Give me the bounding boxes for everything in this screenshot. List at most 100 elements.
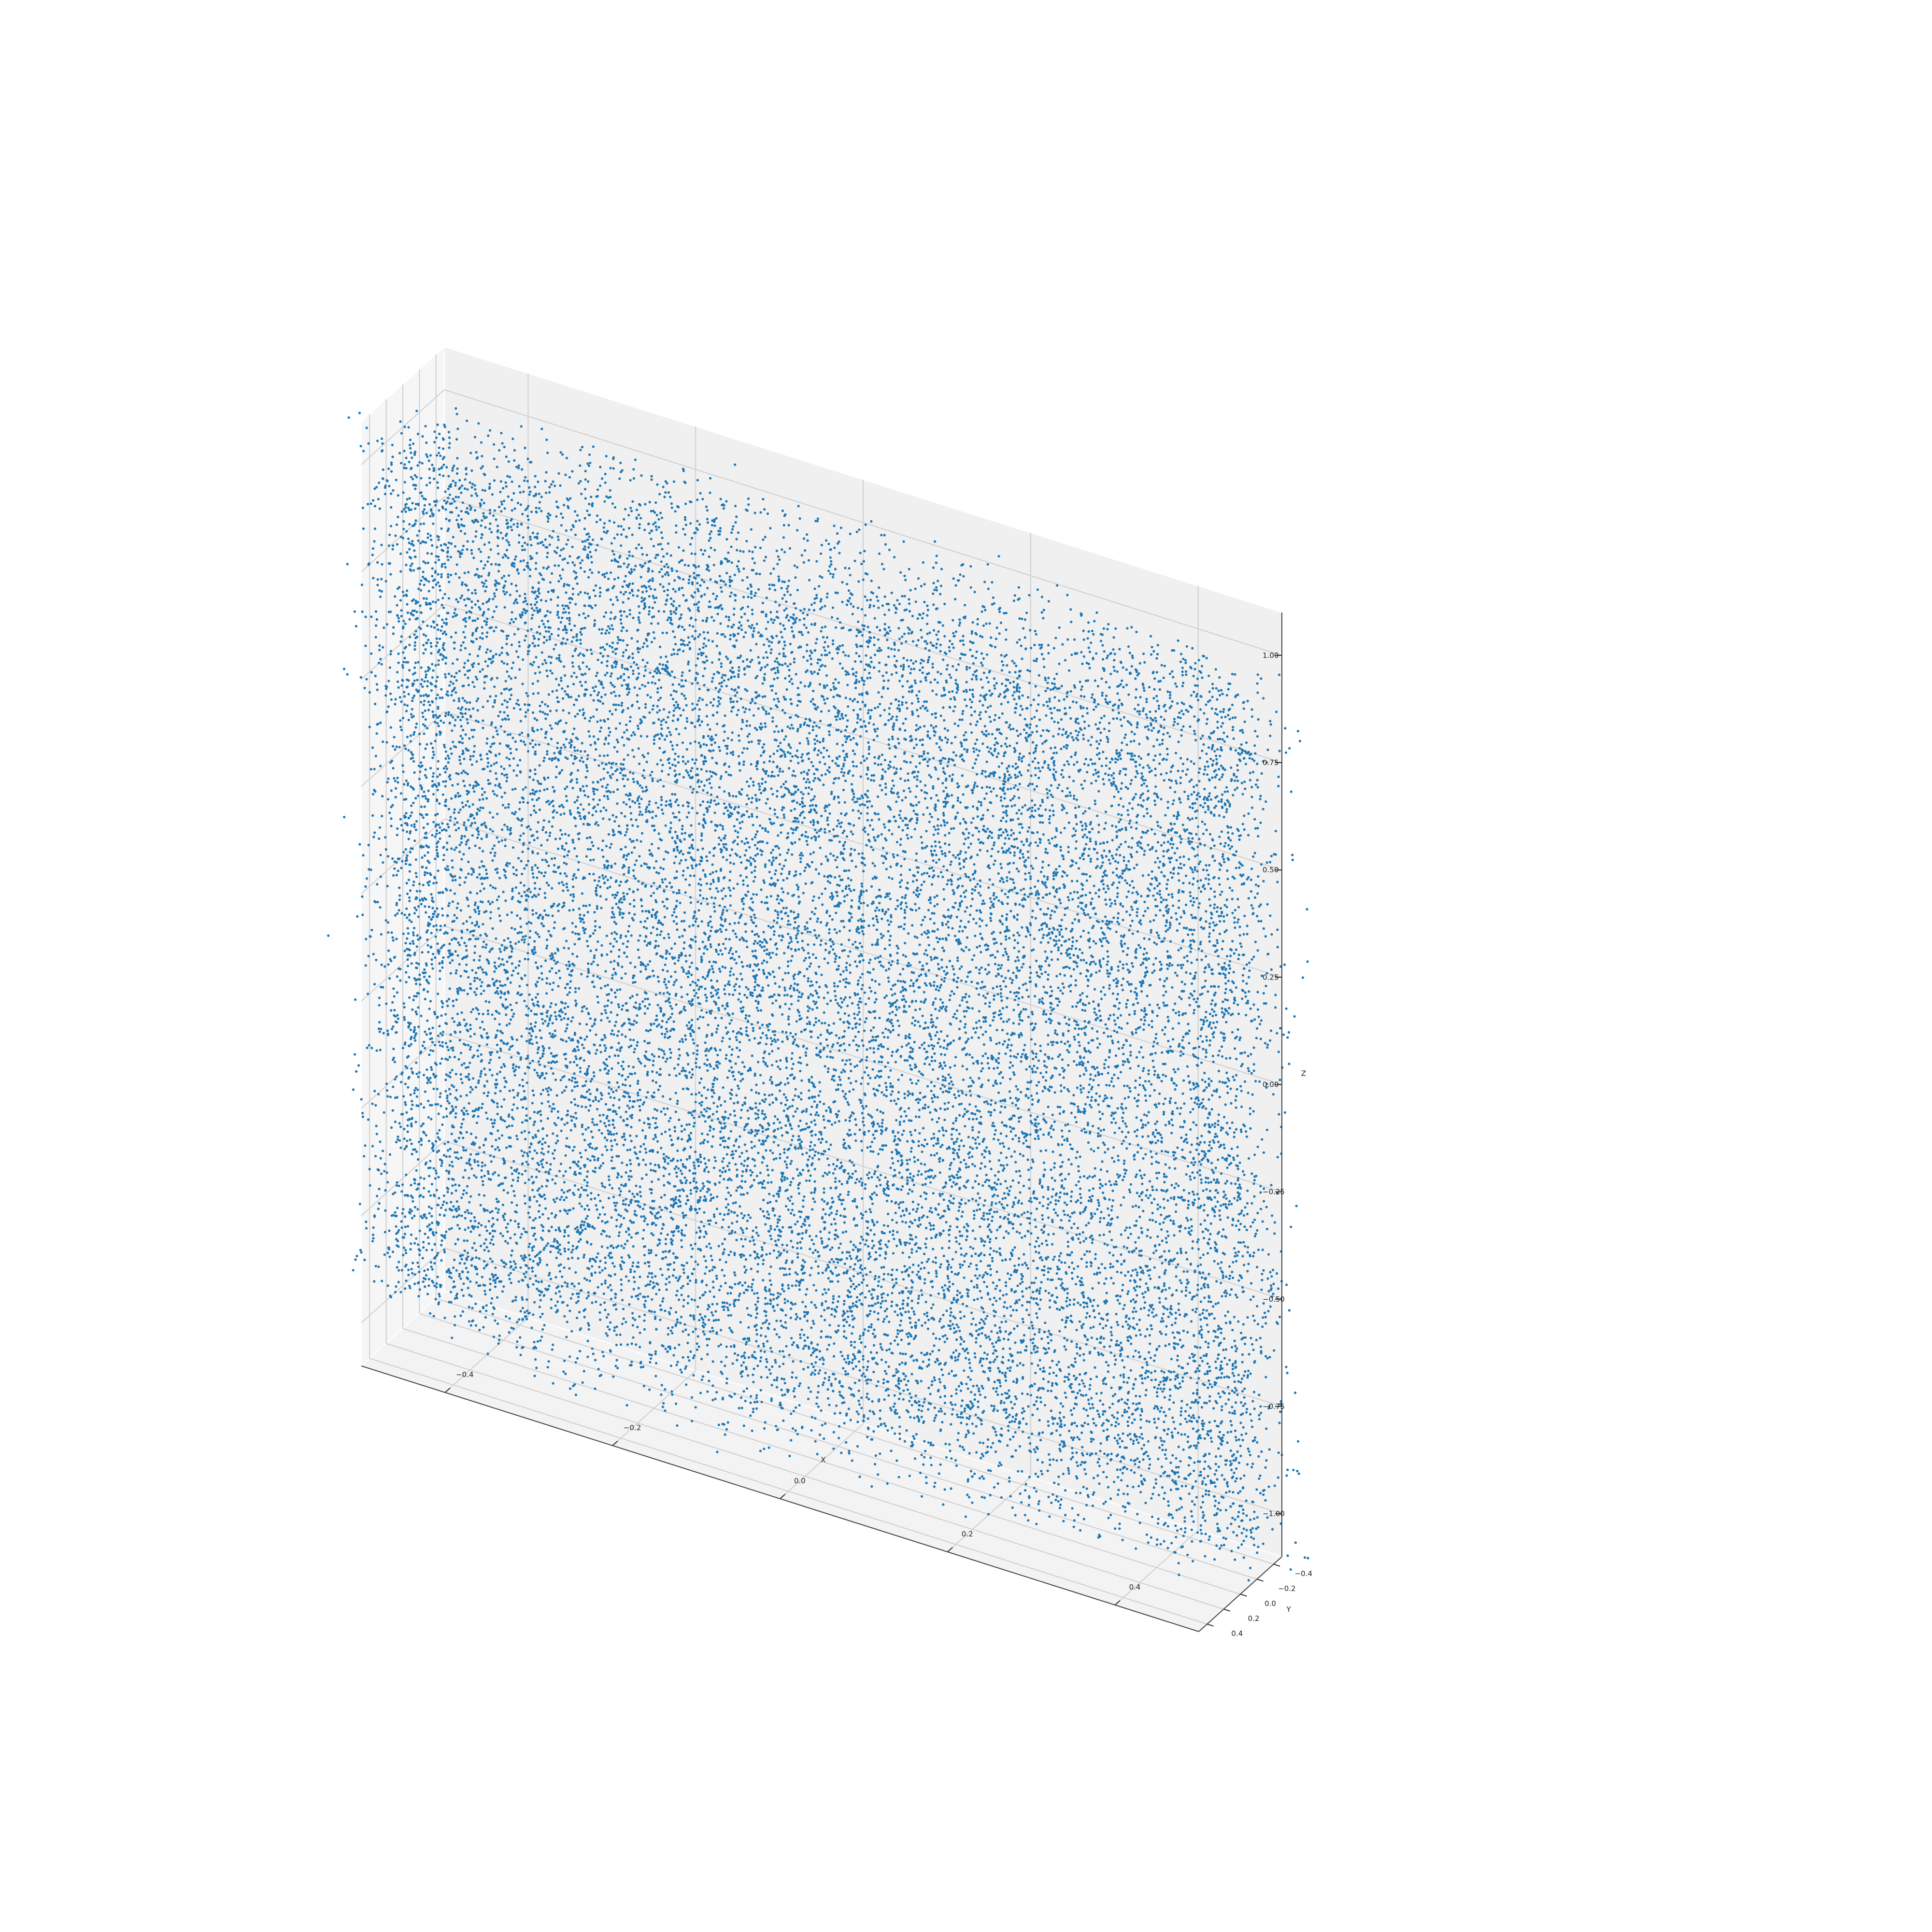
z-gridline-left — [361, 711, 445, 787]
data-point — [885, 1372, 888, 1375]
data-point — [437, 555, 440, 558]
data-point — [478, 1234, 481, 1236]
data-point — [1027, 895, 1030, 898]
data-point — [1222, 966, 1225, 969]
data-point — [826, 922, 829, 924]
data-point — [710, 786, 713, 789]
data-point — [834, 859, 837, 862]
data-point — [700, 1221, 703, 1223]
data-point — [853, 1287, 856, 1290]
data-point — [540, 1151, 543, 1154]
data-point — [874, 1335, 877, 1337]
data-point — [746, 1374, 750, 1377]
data-point — [399, 420, 402, 423]
data-point — [554, 1229, 557, 1232]
data-point — [462, 1294, 465, 1297]
data-point — [1152, 1315, 1155, 1318]
data-point — [1034, 994, 1037, 998]
data-point — [976, 739, 979, 741]
data-point — [793, 926, 796, 929]
data-point — [408, 896, 411, 899]
data-point — [602, 1355, 605, 1358]
data-point — [389, 653, 392, 655]
data-point — [754, 1112, 757, 1115]
data-point — [587, 1208, 591, 1211]
data-point — [1252, 1110, 1255, 1113]
data-point — [526, 514, 529, 518]
data-point — [1208, 1493, 1210, 1496]
data-point — [903, 632, 906, 635]
data-point — [824, 1022, 826, 1024]
data-point — [896, 1343, 899, 1346]
data-point — [441, 1041, 444, 1044]
data-point — [522, 1227, 525, 1230]
data-point — [775, 999, 778, 1002]
data-point — [798, 1288, 801, 1291]
data-point — [1031, 1342, 1034, 1345]
data-point — [945, 1130, 948, 1133]
data-point — [1106, 1027, 1108, 1030]
data-point — [1225, 810, 1228, 813]
data-point — [1223, 861, 1226, 864]
data-point — [1258, 1393, 1261, 1396]
data-point — [1151, 971, 1154, 974]
data-point — [726, 982, 729, 985]
data-point — [1035, 660, 1038, 663]
data-point — [907, 779, 909, 782]
data-point — [1160, 1320, 1163, 1323]
data-point — [896, 1332, 899, 1335]
data-point — [846, 1101, 849, 1104]
data-point — [343, 816, 346, 819]
data-point — [589, 1159, 592, 1162]
data-point — [519, 1336, 522, 1339]
data-point — [1206, 773, 1209, 776]
data-point — [579, 1193, 582, 1196]
data-point — [662, 555, 665, 558]
data-point — [726, 1306, 729, 1309]
data-point — [1225, 1021, 1228, 1023]
data-point — [682, 1163, 684, 1166]
data-point — [675, 727, 678, 731]
data-point — [1051, 1221, 1054, 1223]
data-point — [854, 960, 857, 963]
data-point — [882, 1378, 885, 1381]
data-point — [538, 1306, 541, 1308]
data-point — [575, 855, 578, 858]
data-point — [457, 600, 460, 603]
data-point — [550, 1110, 553, 1113]
data-point — [449, 1291, 453, 1293]
data-point — [1118, 923, 1121, 925]
data-point — [965, 1357, 967, 1360]
data-point — [558, 969, 561, 972]
data-point — [493, 1155, 496, 1158]
data-point — [844, 714, 847, 717]
data-point — [615, 816, 618, 819]
data-point — [564, 642, 567, 645]
data-point — [1133, 739, 1136, 742]
data-point — [383, 626, 385, 629]
data-point — [808, 1224, 811, 1227]
data-point — [457, 1157, 460, 1160]
data-point — [731, 1150, 734, 1153]
data-point — [1175, 685, 1178, 688]
data-point — [991, 836, 994, 839]
data-point — [737, 709, 740, 711]
data-point — [995, 1210, 998, 1213]
data-point — [858, 1098, 861, 1101]
data-point — [776, 1256, 779, 1259]
data-point — [461, 706, 464, 709]
data-point — [756, 1113, 759, 1116]
data-point — [863, 857, 866, 860]
data-point — [1065, 1193, 1068, 1195]
data-point — [783, 1148, 786, 1151]
data-point — [815, 811, 818, 814]
data-point — [961, 718, 964, 721]
data-point — [715, 803, 718, 806]
data-point — [540, 1102, 543, 1105]
data-point — [595, 549, 597, 552]
data-point — [930, 850, 933, 852]
data-point — [968, 1103, 971, 1106]
data-point — [938, 938, 941, 940]
data-point — [941, 852, 944, 855]
data-point — [1001, 660, 1004, 663]
